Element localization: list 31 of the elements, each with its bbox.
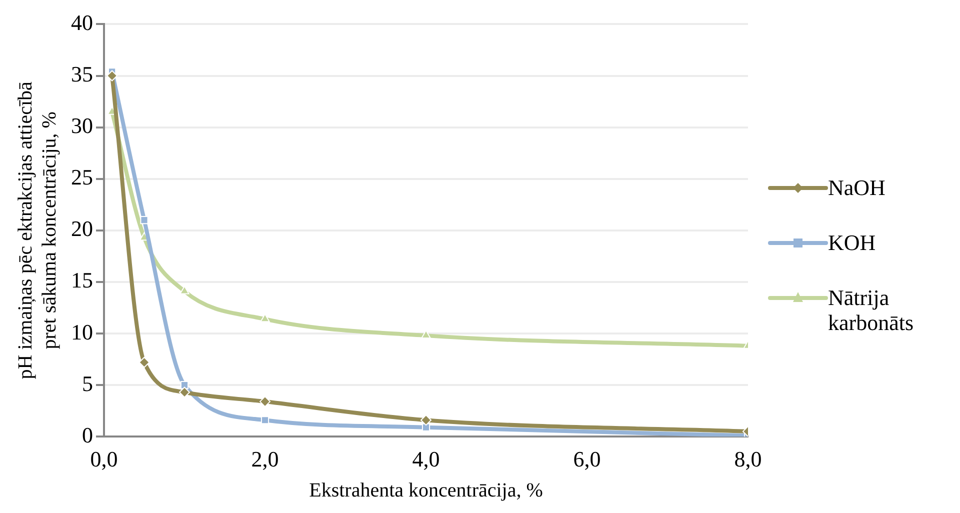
legend-label: Nātrija karbonāts: [828, 284, 915, 334]
point: [180, 286, 190, 294]
point: [420, 414, 432, 426]
point: [106, 70, 118, 82]
point: [140, 216, 148, 224]
y-axis-title: pH izmaiņas pēc ektrakcijas attiecībā pret sākuma koncentrāciju, %: [14, 81, 60, 380]
point: [179, 386, 190, 398]
point: [260, 396, 270, 408]
y-tick-label: 5: [82, 370, 93, 396]
y-tick-label: 15: [71, 268, 93, 293]
y-tick-label: 25: [71, 164, 93, 190]
x-axis-title: Ekstrahenta koncentrācija, %: [309, 479, 543, 502]
legend-label: NaOH: [828, 174, 886, 200]
legend-label: KOH: [828, 230, 877, 254]
y-tick-label: 10: [71, 319, 93, 344]
x-tick-label: 2,0: [251, 446, 279, 472]
x-tick-label: 8,0: [734, 446, 762, 472]
point: [180, 381, 189, 390]
y-tick-label: 30: [71, 113, 93, 138]
point: [421, 330, 431, 339]
point: [260, 314, 270, 322]
y-tick-label: 20: [71, 216, 93, 242]
x-tick-label: 6,0: [573, 446, 601, 472]
x-tick-label: 4,0: [412, 446, 440, 472]
y-tick-label: 40: [71, 10, 93, 35]
point: [422, 423, 430, 432]
y-tick-label: 35: [71, 62, 93, 87]
y-tick-label: 0: [82, 422, 93, 448]
point: [138, 356, 150, 368]
point: [260, 416, 270, 424]
x-tick-label: 0,0: [90, 446, 118, 472]
